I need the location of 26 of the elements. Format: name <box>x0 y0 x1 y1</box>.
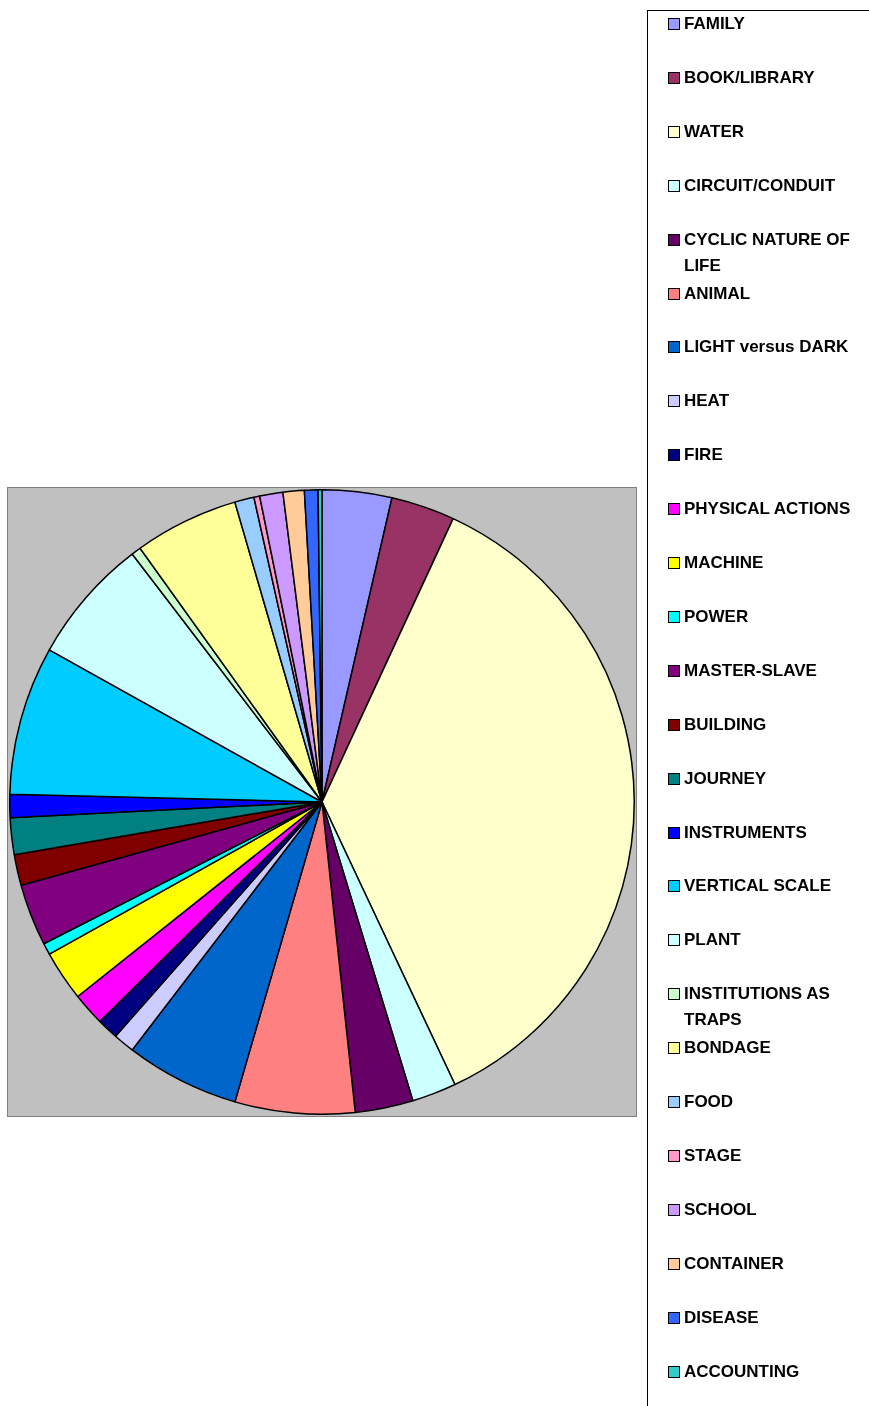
legend-label: ACCOUNTING <box>684 1360 801 1383</box>
legend-label: STAGE <box>684 1144 743 1167</box>
legend-label: BONDAGE <box>684 1037 772 1060</box>
legend-label: LIGHT versus DARK <box>684 336 850 359</box>
legend-label: FAMILY <box>684 13 746 35</box>
legend-label: PLANT <box>684 929 742 952</box>
legend-label: FOOD <box>684 1091 735 1113</box>
legend-label: BOOK/LIBRARY <box>684 66 816 89</box>
legend-label: WATER <box>684 120 746 143</box>
legend-label: CONTAINER <box>684 1252 785 1275</box>
legend-label: SCHOOL <box>684 1198 758 1221</box>
legend-label: INSTRUMENTS <box>684 821 808 844</box>
legend-label: DISEASE <box>684 1306 760 1329</box>
legend-label: FIRE <box>684 444 724 467</box>
legend-label: CYCLIC NATURE OF LIFE <box>684 228 851 277</box>
legend-label: MASTER-SLAVE <box>684 659 818 682</box>
legend-label: JOURNEY <box>684 767 768 790</box>
legend-label: PHYSICAL ACTIONS <box>684 498 852 521</box>
legend-label: BUILDING <box>684 713 768 736</box>
legend-label: ANIMAL <box>684 282 752 305</box>
legend-label: VERTICAL SCALE <box>684 875 833 898</box>
legend-label: HEAT <box>684 390 730 413</box>
legend-label: POWER <box>684 605 750 628</box>
legend-label: CIRCUIT/CONDUIT <box>684 174 837 197</box>
legend-label: MACHINE <box>684 552 765 574</box>
legend-label: INSTITUTIONS AS TRAPS <box>684 983 831 1032</box>
